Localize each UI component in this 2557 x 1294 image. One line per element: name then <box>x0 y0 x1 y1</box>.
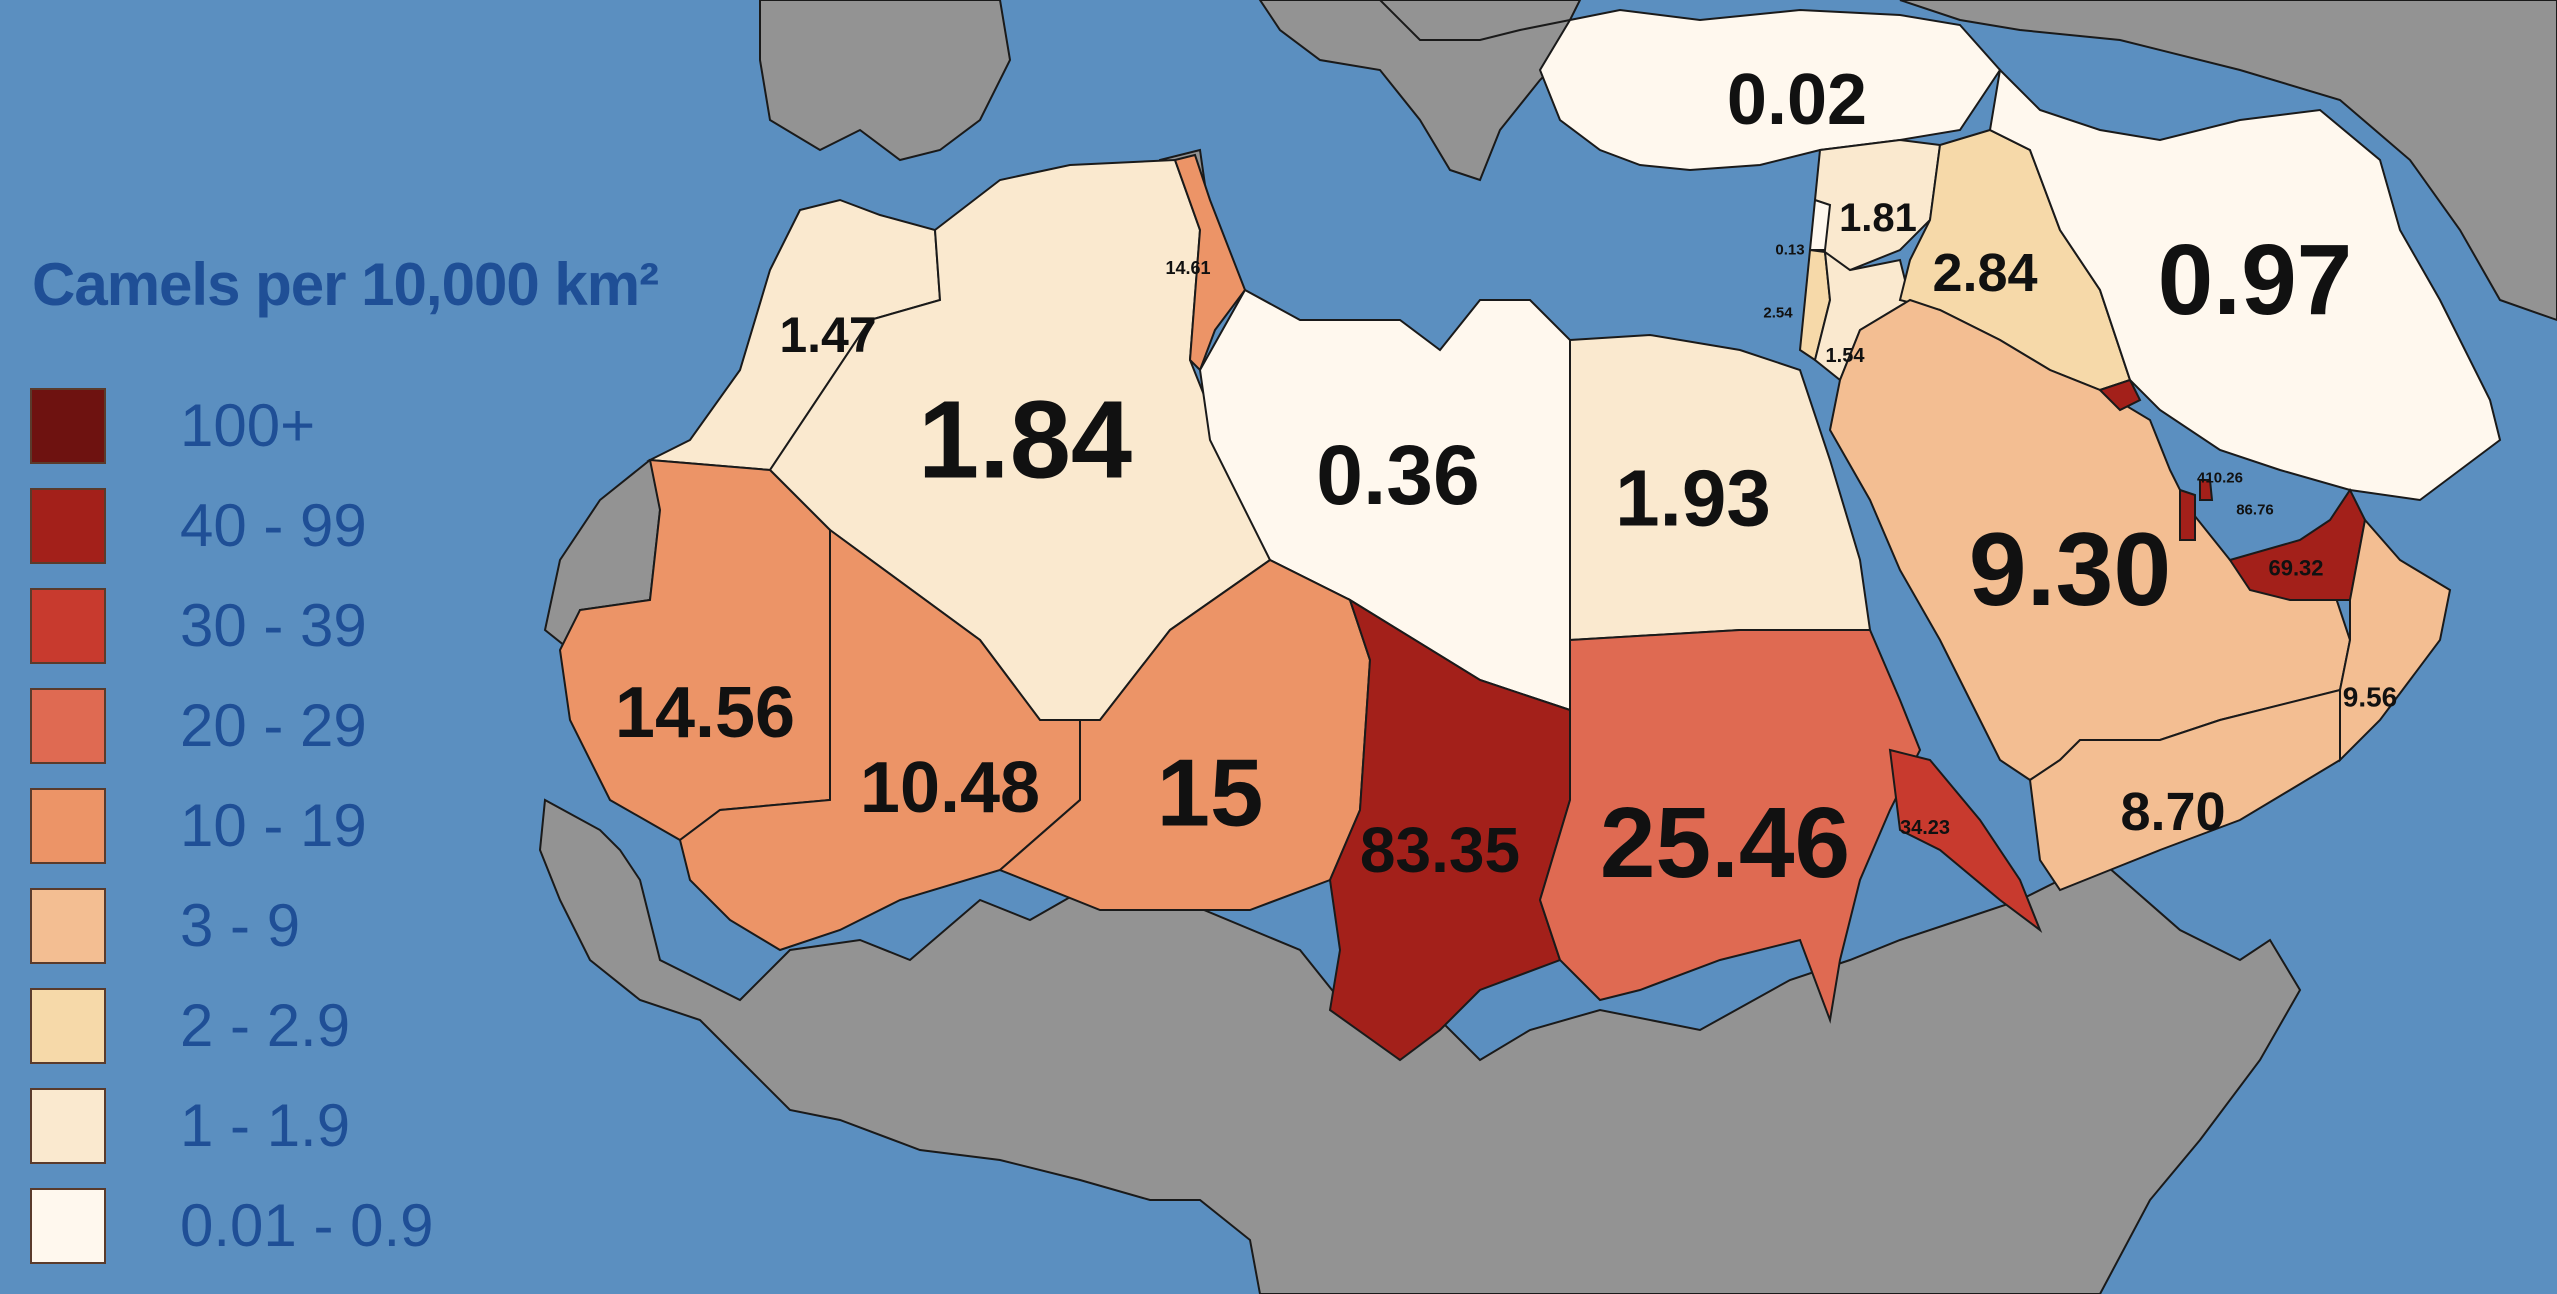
legend-swatch-0-01-0-9 <box>30 1188 106 1264</box>
value-uae: 69.32 <box>2268 556 2323 581</box>
value-libya: 0.36 <box>1316 428 1480 522</box>
country-oman <box>2339 517 2452 763</box>
region-values: 1.47 1.84 14.61 0.36 1.93 14.56 10.48 15… <box>615 60 2397 899</box>
legend-label-30-39: 30 - 39 <box>180 592 367 659</box>
legend-swatch-100-plus <box>30 388 106 464</box>
country-qatar <box>2179 488 2196 541</box>
value-mali: 10.48 <box>860 748 1040 828</box>
country-iran <box>1988 67 2502 502</box>
country-yemen <box>2028 688 2341 892</box>
legend-swatch-2-2-9 <box>30 988 106 1064</box>
value-tunisia: 14.61 <box>1165 258 1210 278</box>
value-israel: 2.54 <box>1763 305 1793 322</box>
value-mauritania: 14.56 <box>615 673 795 753</box>
value-sudan: 25.46 <box>1600 787 1850 899</box>
legend: Camels per 10,000 km² 100+ 40 - 99 30 - … <box>0 0 760 1294</box>
legend-swatch-40-99 <box>30 488 106 564</box>
legend-swatch-10-19 <box>30 788 106 864</box>
legend-label-0-01-0-9: 0.01 - 0.9 <box>180 1192 434 1259</box>
legend-label-100-plus: 100+ <box>180 392 316 459</box>
country-tunisia <box>1173 153 1247 372</box>
legend-swatch-1-1-9 <box>30 1088 106 1164</box>
value-chad: 83.35 <box>1360 814 1520 886</box>
value-oman: 9.56 <box>2343 682 2398 713</box>
value-eritrea: 34.23 <box>1900 817 1950 839</box>
country-kuwait-bahrain <box>2098 378 2214 501</box>
value-iran: 0.97 <box>2158 224 2353 336</box>
value-kuwait-bahrain: 410.26 <box>2197 470 2243 487</box>
value-saudi-arabia: 9.30 <box>1969 512 2171 628</box>
legend-swatch-30-39 <box>30 588 106 664</box>
value-qatar: 86.76 <box>2236 502 2274 519</box>
country-lebanon <box>1808 198 1832 251</box>
legend-label-2-2-9: 2 - 2.9 <box>180 992 351 1059</box>
value-turkey: 0.02 <box>1727 60 1867 140</box>
value-algeria: 1.84 <box>918 379 1132 502</box>
middle-east-shapes <box>1538 8 2502 892</box>
value-iraq: 2.84 <box>1932 243 2037 303</box>
value-syria: 1.81 <box>1839 196 1917 240</box>
value-niger: 15 <box>1157 740 1264 847</box>
legend-label-40-99: 40 - 99 <box>180 492 367 559</box>
value-yemen: 8.70 <box>2120 782 2225 842</box>
legend-label-3-9: 3 - 9 <box>180 892 301 959</box>
value-morocco: 1.47 <box>779 307 876 363</box>
country-sudan <box>1538 629 1922 1024</box>
country-shapes <box>558 153 2043 1062</box>
legend-label-10-19: 10 - 19 <box>180 792 367 859</box>
value-lebanon: 0.13 <box>1775 242 1804 259</box>
legend-label-1-1-9: 1 - 1.9 <box>180 1092 351 1159</box>
legend-title: Camels per 10,000 km² <box>32 251 659 318</box>
value-jordan: 1.54 <box>1826 345 1866 367</box>
legend-label-20-29: 20 - 29 <box>180 692 367 759</box>
value-egypt: 1.93 <box>1615 454 1771 543</box>
country-mali <box>678 528 1081 952</box>
legend-swatch-20-29 <box>30 688 106 764</box>
legend-swatch-3-9 <box>30 888 106 964</box>
country-eritrea <box>1888 748 2043 933</box>
